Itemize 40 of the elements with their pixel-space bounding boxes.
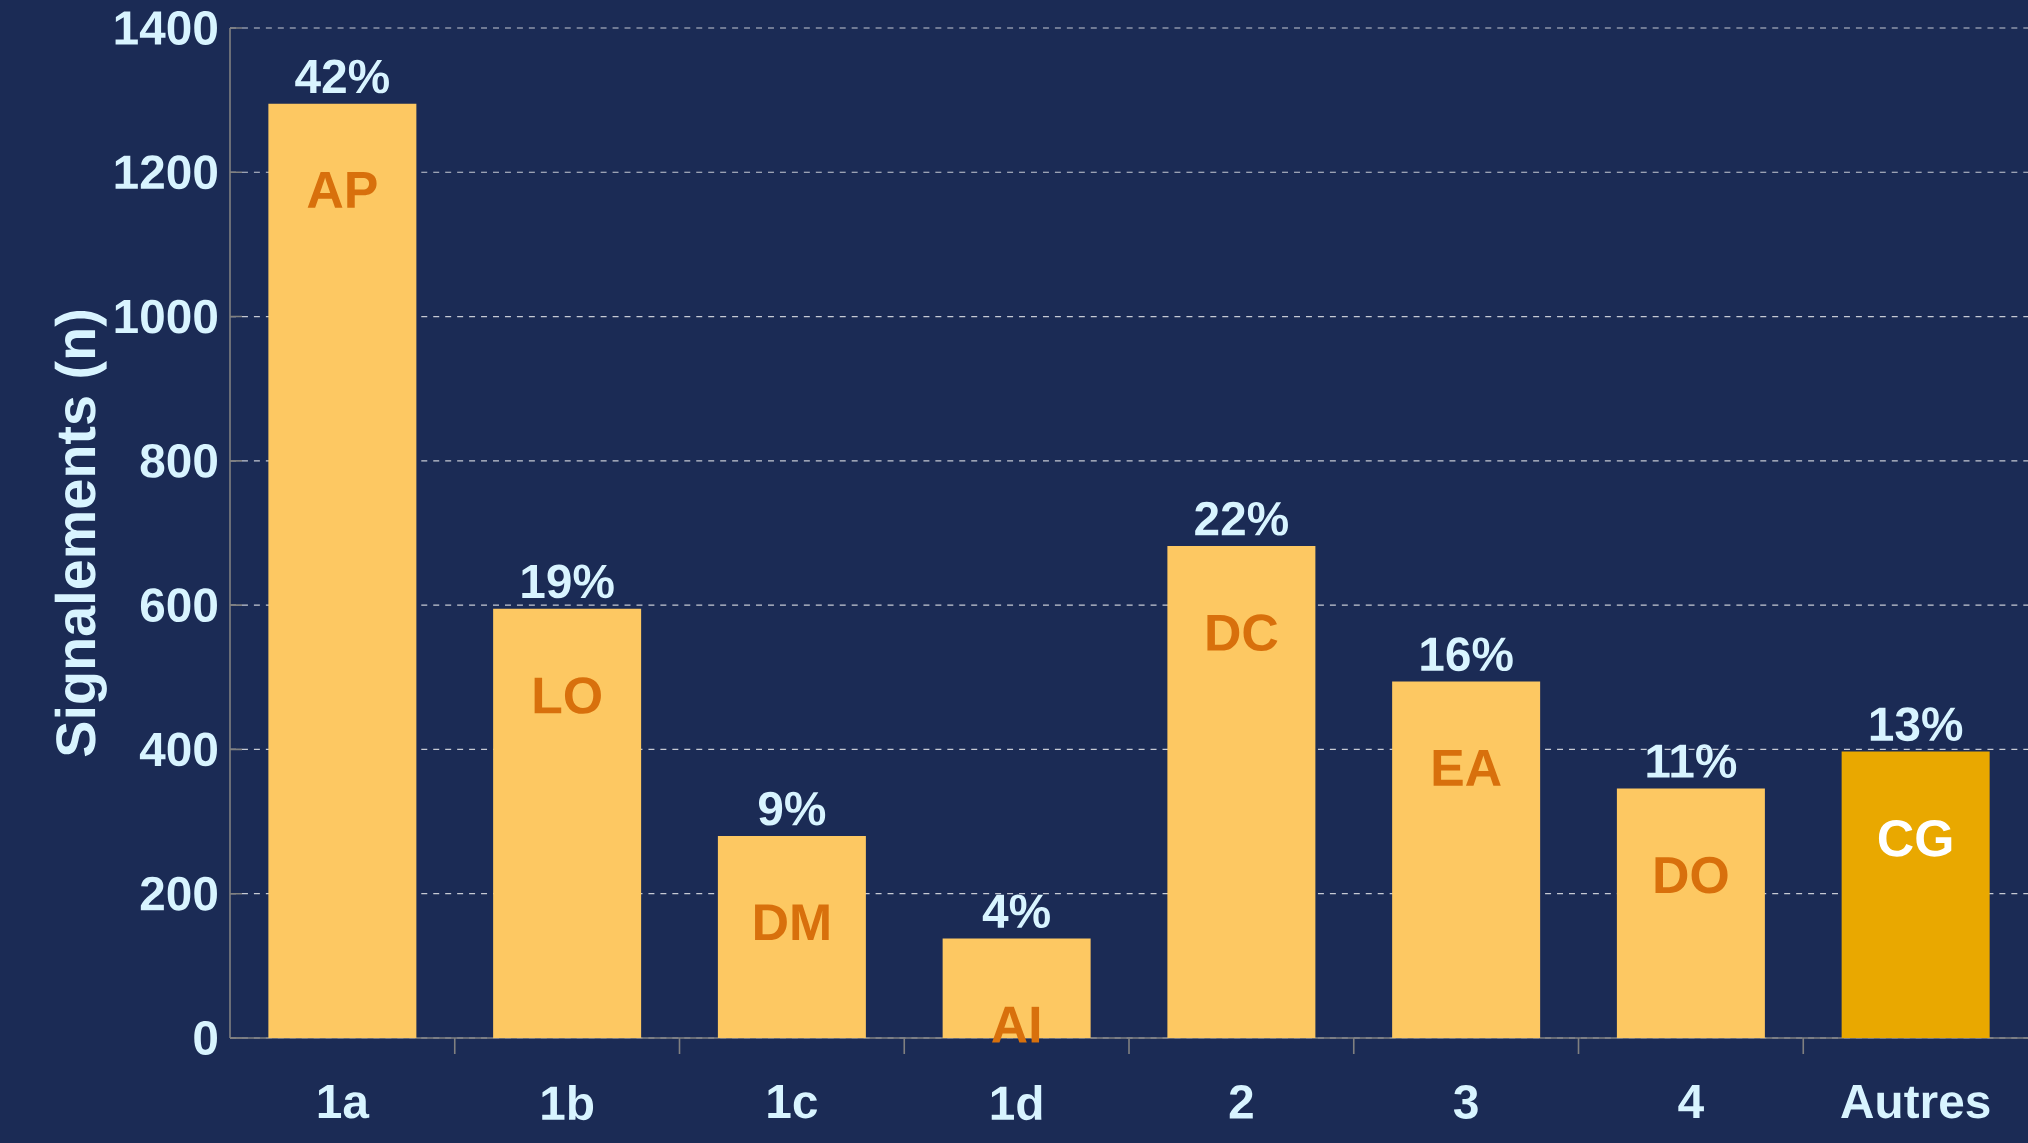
annotation: AI	[992, 1006, 1040, 1043]
annotation: CG	[1878, 819, 1952, 857]
x-tick-label: Autres	[1841, 1085, 1990, 1119]
annotation: EA	[1433, 749, 1501, 786]
annotation: 11%	[1647, 744, 1737, 778]
annotation: 4%	[982, 894, 1050, 929]
bar	[1392, 681, 1541, 1038]
y-tick-label: 1200	[115, 155, 217, 190]
y-tick-label: 200	[140, 876, 217, 911]
annotation: 19%	[522, 564, 614, 599]
x-tick-label: 3	[1453, 1085, 1478, 1119]
annotation: DO	[1655, 856, 1728, 894]
bar	[1167, 545, 1316, 1038]
x-tick-label: 1b	[542, 1085, 594, 1121]
bar	[717, 835, 866, 1038]
x-tick-label: 1d	[991, 1085, 1042, 1121]
x-tick-label: 1a	[318, 1085, 370, 1119]
y-tick-label: 0	[194, 1021, 217, 1055]
bar	[1616, 788, 1765, 1038]
annotation: DM	[755, 904, 829, 941]
annotation: LO	[534, 677, 601, 714]
annotation: 16%	[1421, 637, 1513, 672]
x-tick-label: 4	[1678, 1085, 1704, 1118]
x-tick-label: 1c	[768, 1085, 818, 1119]
annotation: 42%	[295, 59, 389, 94]
annotation: DC	[1207, 614, 1278, 652]
y-axis-title: Signalements (n)	[54, 311, 107, 757]
annotation: 13%	[1870, 707, 1963, 742]
annotation: 9%	[758, 791, 826, 826]
annotation: 22%	[1195, 501, 1288, 536]
y-tick-label: 1400	[115, 11, 217, 45]
y-tick-label: 400	[139, 732, 217, 767]
bar	[268, 103, 417, 1038]
bar	[1841, 751, 1990, 1038]
x-tick-label: 2	[1229, 1085, 1253, 1119]
bar	[493, 608, 642, 1038]
annotation: AP	[307, 172, 377, 208]
y-tick-label: 1000	[115, 299, 217, 334]
y-tick-label: 600	[140, 588, 217, 623]
y-tick-label: 800	[140, 443, 217, 478]
